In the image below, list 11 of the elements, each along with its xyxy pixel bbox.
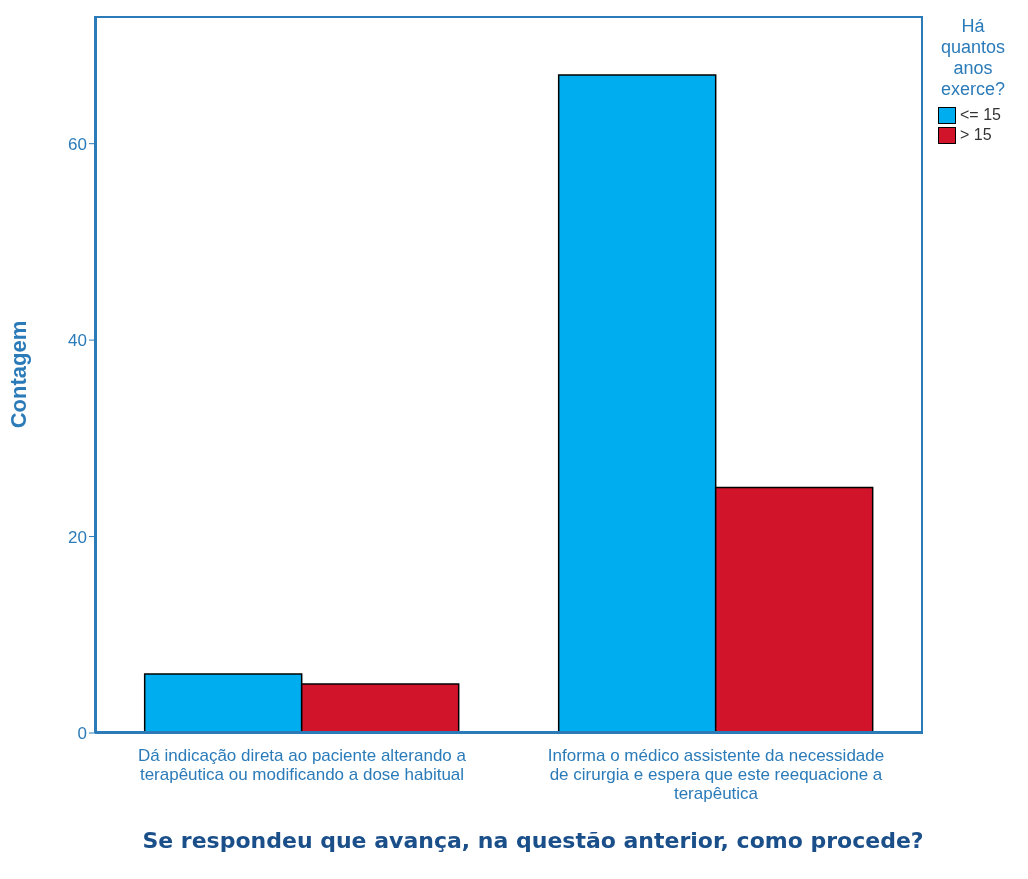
- y-axis-title: Contagem: [5, 320, 31, 429]
- x-axis-title: Se respondeu que avança, na questão anterior, como procede?: [141, 828, 925, 853]
- y-tick-label: 20: [68, 527, 87, 547]
- x-tick-label: Informa o médico assistente da necessidade de cirurgia e espera que este reequacione a terapêutica: [547, 746, 885, 803]
- y-tick-label: 0: [77, 724, 87, 744]
- legend-title: Há quantos anos exerce?: [939, 16, 1007, 100]
- legend-label: <= 15: [960, 106, 1001, 124]
- y-tick-label: 60: [68, 134, 87, 154]
- y-tick-label: 40: [68, 331, 87, 351]
- x-tick-label: Dá indicação direta ao paciente alterando a terapêutica ou modificando a dose habitual: [138, 746, 467, 784]
- legend-label: > 15: [960, 126, 992, 144]
